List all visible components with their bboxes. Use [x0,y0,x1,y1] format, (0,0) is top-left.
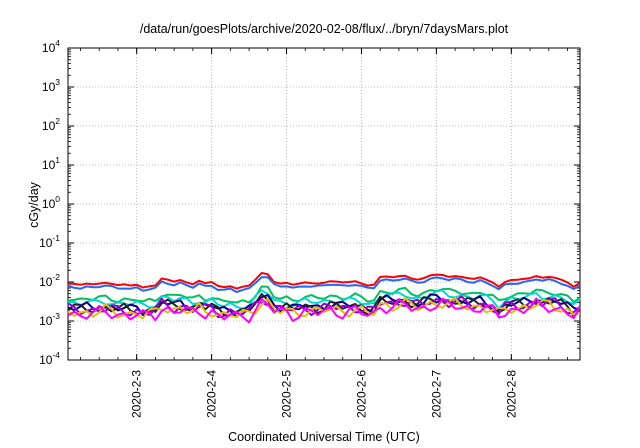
x-tick-label: 2020-2-7 [429,370,443,418]
x-tick-label: 2020-2-5 [280,370,294,418]
series-line [67,295,581,319]
y-axis-label: cGy/day [27,181,41,228]
x-tick-label: 2020-2-3 [130,370,144,418]
y-tick-label: 102 [42,116,60,133]
x-tick-label: 2020-2-6 [354,370,368,418]
series-group [67,272,581,324]
y-tick-label: 100 [42,194,60,211]
x-tick-label: 2020-2-4 [205,370,219,418]
series-line [67,297,581,324]
y-tick-label: 10-1 [39,233,60,250]
y-tick-label: 101 [42,155,60,172]
x-tick-label: 2020-2-8 [504,370,518,418]
y-tick-label: 104 [42,38,60,55]
y-tick-label: 103 [42,77,60,94]
y-axis: 10-4 10-3 10-2 10-1 100 101 102 103 104 [39,38,580,367]
y-tick-label: 10-4 [39,350,60,367]
series-line [67,272,581,290]
series-line [67,289,581,310]
x-axis-label: Coordinated Universal Time (UTC) [228,430,420,444]
series-line [67,285,581,304]
y-tick-label: 10-3 [39,311,60,328]
chart-title: /data/run/goesPlots/archive/2020-02-08/f… [140,22,509,36]
grid [68,48,580,360]
x-axis: 2020-2-3 2020-2-4 2020-2-5 2020-2-6 2020-2-7… [80,48,568,418]
y-tick-label: 10-2 [39,272,60,289]
series-line [67,276,581,293]
